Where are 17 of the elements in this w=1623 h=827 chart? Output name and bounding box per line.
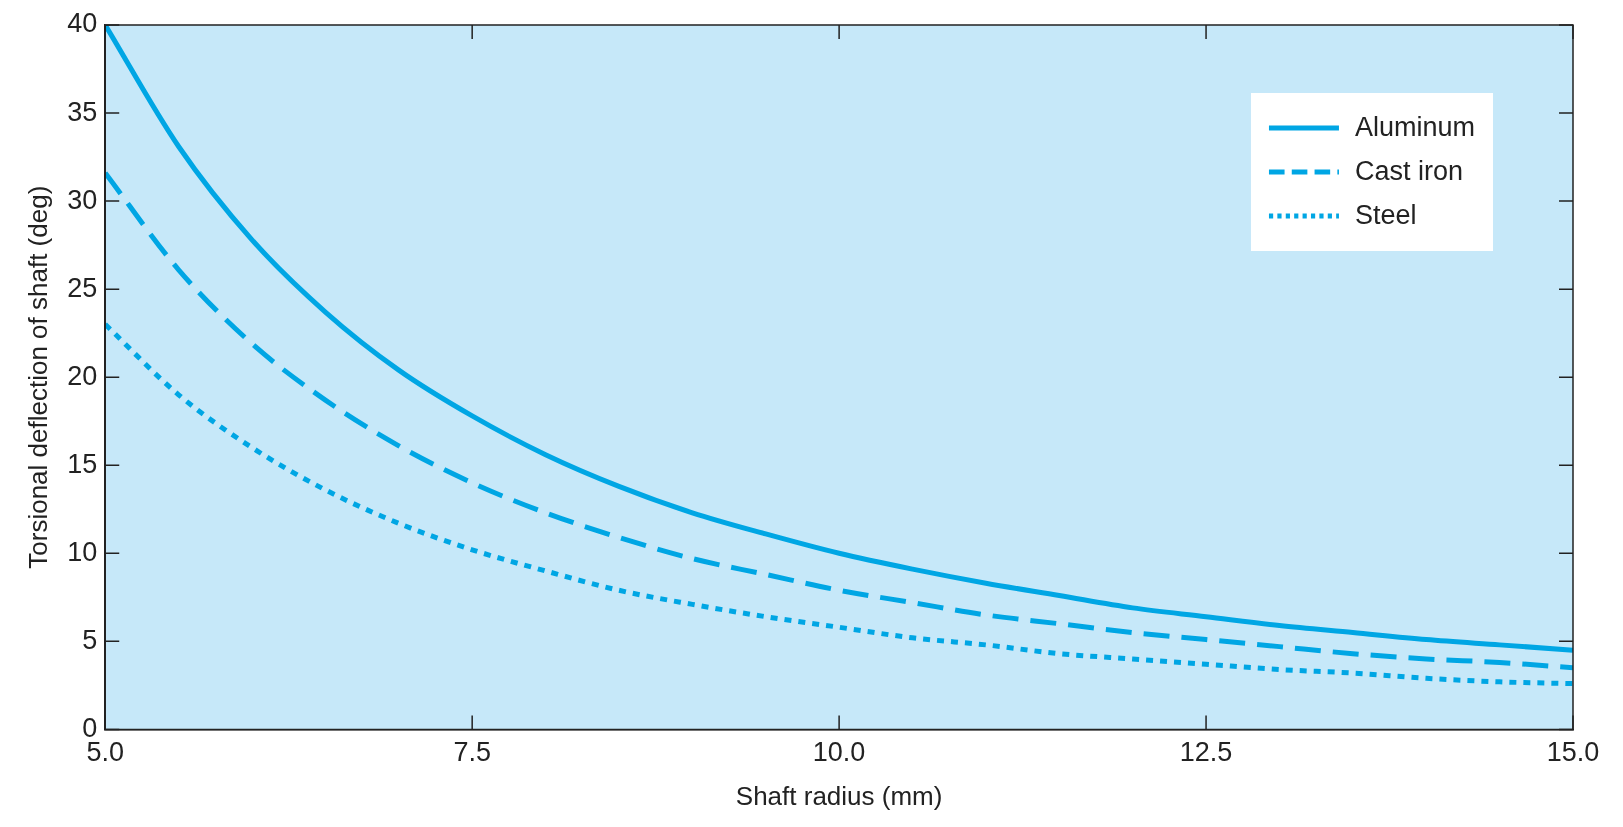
y-axis-title: Torsional deflection of shaft (deg) <box>22 185 53 569</box>
x-tick-label: 7.5 <box>453 737 491 768</box>
y-tick-label: 5 <box>82 624 98 655</box>
y-tick-label: 25 <box>67 272 98 303</box>
x-tick-label: 12.5 <box>1179 737 1233 768</box>
y-tick-label: 30 <box>67 184 98 215</box>
x-axis-title: Shaft radius (mm) <box>735 780 943 811</box>
x-tick-label: 15.0 <box>1546 737 1600 768</box>
y-tick-label: 35 <box>67 96 98 127</box>
legend-label: Aluminum <box>1354 112 1476 143</box>
y-tick-label: 20 <box>67 360 98 391</box>
y-tick-label: 15 <box>67 448 98 479</box>
legend-label: Cast iron <box>1354 156 1464 187</box>
legend-label: Steel <box>1354 200 1417 231</box>
y-tick-label: 40 <box>67 8 98 39</box>
x-tick-label: 10.0 <box>812 737 866 768</box>
y-tick-label: 10 <box>67 536 98 567</box>
